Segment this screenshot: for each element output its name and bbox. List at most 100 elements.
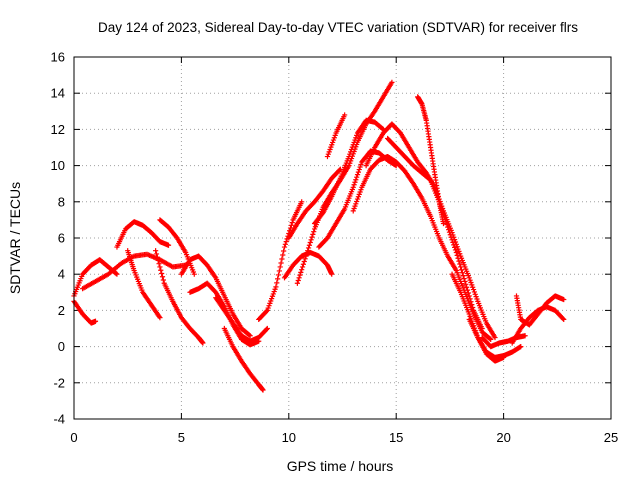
data-point	[301, 258, 307, 265]
series-track-24	[466, 316, 524, 361]
data-point	[155, 257, 161, 264]
data-point	[470, 284, 476, 290]
data-point	[276, 268, 282, 274]
data-point	[560, 315, 566, 322]
data-point	[309, 234, 315, 240]
data-point	[455, 246, 461, 252]
series-track-16	[311, 117, 386, 227]
x-tick-label: 25	[604, 430, 618, 445]
data-point	[354, 132, 360, 138]
data-point	[347, 151, 353, 157]
data-point	[518, 344, 524, 350]
data-point	[310, 231, 316, 237]
data-point	[191, 271, 197, 277]
data-point	[356, 191, 362, 197]
data-point	[331, 135, 337, 141]
y-axis-ticks: -4 -2 0 2 4 6 8 10 12 14 16	[51, 50, 611, 427]
data-point	[352, 203, 358, 209]
data-point	[260, 387, 266, 393]
data-point	[358, 187, 364, 193]
data-point	[270, 291, 276, 297]
data-point	[266, 303, 272, 309]
series-track-10	[213, 295, 270, 344]
y-tick-label: 10	[51, 158, 65, 173]
data-point	[157, 264, 163, 270]
data-point	[448, 234, 454, 240]
series-track-18	[324, 112, 348, 160]
data-point	[463, 281, 469, 287]
series-track-13	[281, 249, 335, 281]
data-point	[354, 196, 361, 202]
data-point	[160, 277, 166, 283]
data-point	[466, 275, 472, 281]
y-tick-label: 6	[58, 231, 65, 246]
grid	[74, 57, 611, 419]
data-point	[332, 132, 338, 138]
data-point	[470, 304, 476, 311]
data-point	[264, 325, 270, 332]
y-tick-label: 0	[58, 339, 65, 354]
data-point	[283, 239, 289, 245]
data-point	[450, 239, 456, 245]
data-point	[461, 275, 467, 282]
data-point	[303, 253, 309, 259]
y-tick-label: 14	[51, 86, 65, 101]
data-point	[281, 244, 288, 250]
data-point	[469, 282, 475, 288]
data-point	[329, 142, 335, 148]
data-point	[273, 284, 279, 290]
series-track-26	[509, 304, 567, 346]
data-point	[154, 254, 160, 260]
data-point	[465, 290, 471, 296]
data-point	[279, 256, 285, 262]
data-point	[346, 153, 352, 160]
data-point	[350, 184, 356, 190]
data-point	[474, 296, 480, 302]
data-point	[357, 164, 363, 170]
data-point	[454, 244, 460, 250]
data-point	[440, 220, 447, 227]
data-point	[467, 296, 473, 302]
data-point	[304, 250, 310, 256]
series-track-27	[513, 293, 567, 328]
data-point	[351, 205, 357, 212]
series-track-19	[350, 153, 494, 342]
data-point	[357, 189, 363, 195]
data-point	[330, 137, 337, 143]
y-tick-label: 2	[58, 303, 65, 318]
data-point	[467, 277, 473, 283]
data-point	[467, 313, 473, 319]
data-point	[158, 267, 164, 273]
x-tick-label: 10	[282, 430, 296, 445]
data-point	[456, 258, 462, 264]
y-tick-label: -4	[53, 412, 65, 427]
data-point	[200, 340, 206, 346]
data-point	[466, 293, 472, 299]
data-point	[389, 79, 395, 85]
data-point	[263, 326, 270, 333]
data-point	[327, 146, 333, 153]
data-point	[299, 264, 306, 270]
data-point	[446, 229, 453, 235]
data-point	[561, 316, 567, 323]
series-track-14	[286, 166, 343, 241]
data-point	[471, 289, 477, 295]
data-point	[446, 227, 452, 233]
y-tick-label: 8	[58, 194, 65, 209]
data-point	[354, 174, 360, 180]
data-point	[492, 334, 498, 341]
data-point	[294, 280, 300, 286]
data-point	[311, 229, 317, 235]
data-point	[263, 308, 270, 314]
data-point	[472, 291, 478, 297]
data-point	[269, 293, 276, 299]
data-point	[288, 222, 294, 228]
data-point	[351, 139, 357, 146]
data-point	[342, 112, 348, 118]
data-point	[458, 264, 464, 270]
data-point	[264, 307, 270, 313]
data-point	[358, 161, 364, 168]
data-point	[352, 179, 358, 185]
data-point	[469, 302, 475, 308]
chart-title: Day 124 of 2023, Sidereal Day-to-day VTE…	[98, 20, 578, 35]
